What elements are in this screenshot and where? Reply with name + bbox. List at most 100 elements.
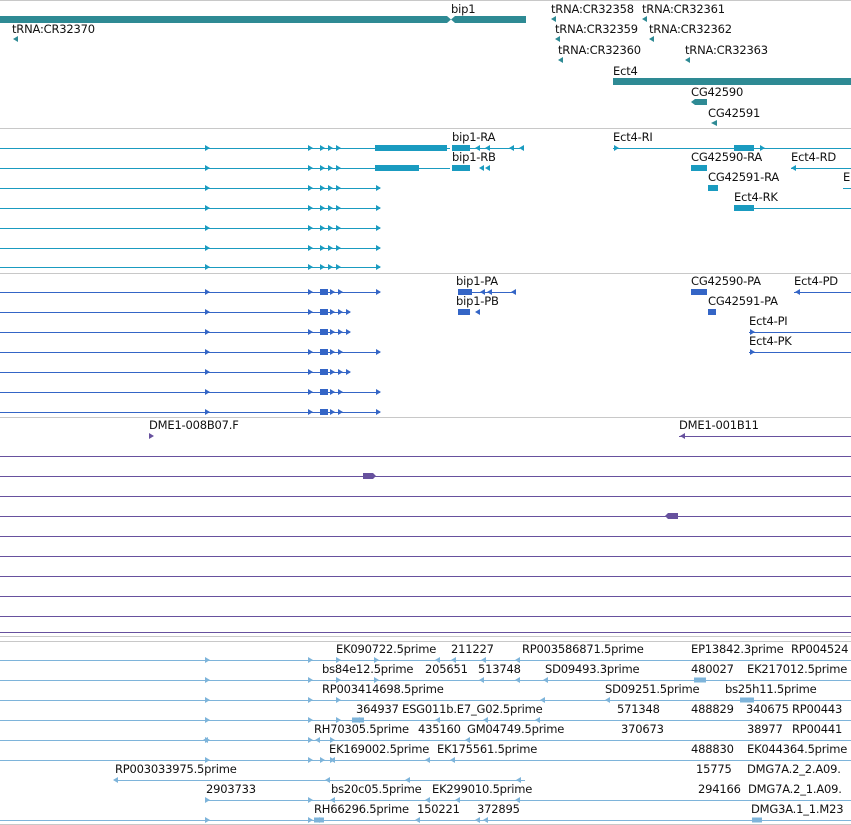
est-label[interactable]: DMG7A.2_2.A09. (747, 762, 841, 776)
est-label[interactable]: GM04749.5prime (467, 722, 565, 736)
transcript-exon-arrow[interactable] (485, 165, 490, 171)
protein-exon-arrow[interactable] (346, 369, 351, 375)
est-label[interactable]: 488829 (691, 702, 734, 716)
gene-cg42590-glyph[interactable] (691, 99, 707, 105)
transcript-exon-arrow[interactable] (791, 165, 796, 171)
trna-cr32362-glyph[interactable] (649, 36, 654, 42)
transcript-exon-arrow[interactable] (336, 225, 341, 231)
transcript-exon-arrow[interactable] (320, 205, 325, 211)
protein-exon-arrow[interactable] (487, 289, 492, 295)
est-arrow[interactable] (374, 657, 379, 663)
transcript-exon-arrow[interactable] (308, 185, 313, 191)
est-arrow[interactable] (336, 717, 341, 723)
transcript-exon-arrow[interactable] (336, 245, 341, 251)
protein-bip1-pb-exon[interactable] (458, 309, 470, 315)
protein-exon-arrow[interactable] (308, 389, 313, 395)
gene-label-cg42590[interactable]: CG42590 (691, 85, 744, 99)
transcript-cg42591-ra-exon[interactable] (708, 185, 718, 191)
transcript-exon-arrow[interactable] (614, 145, 619, 151)
clone-read-end[interactable] (665, 513, 678, 519)
transcript-exon-arrow[interactable] (308, 145, 313, 151)
est-arrow[interactable] (308, 697, 313, 703)
protein-label-bip1-pb[interactable]: bip1-PB (456, 294, 499, 308)
est-arrow[interactable] (435, 657, 440, 663)
clone-dme1-008b07-glyph[interactable] (149, 433, 154, 439)
est-arrow[interactable] (205, 717, 210, 723)
transcript-ect4-exon[interactable] (734, 145, 754, 151)
protein-exon-arrow[interactable] (205, 389, 210, 395)
est-label[interactable]: bs20c05.5prime (331, 782, 422, 796)
transcript-exon-arrow[interactable] (320, 225, 325, 231)
transcript-exon-arrow[interactable] (308, 264, 313, 270)
est-arrow[interactable] (336, 677, 341, 683)
est-label[interactable]: bs25h11.5prime (725, 682, 817, 696)
est-arrow[interactable] (535, 717, 540, 723)
est-arrow[interactable] (205, 817, 210, 823)
protein-exon-arrow[interactable] (338, 329, 343, 335)
est-arrow[interactable] (481, 657, 486, 663)
est-label[interactable]: 150221 (417, 802, 460, 816)
est-block[interactable] (740, 697, 754, 703)
transcript-exon-arrow[interactable] (328, 245, 333, 251)
transcript-exon-arrow[interactable] (509, 145, 514, 151)
est-arrow[interactable] (374, 677, 379, 683)
clone-label-dme1-001b11[interactable]: DME1-001B11 (679, 418, 759, 432)
trna-cr32361-glyph[interactable] (642, 16, 647, 22)
transcript-exon-arrow[interactable] (328, 225, 333, 231)
est-arrow[interactable] (425, 797, 430, 803)
est-arrow[interactable] (479, 677, 484, 683)
est-arrow[interactable] (336, 697, 341, 703)
est-arrow[interactable] (543, 677, 548, 683)
protein-exon-arrow[interactable] (376, 389, 381, 395)
est-label[interactable]: 372895 (477, 802, 520, 816)
protein-exon-arrow[interactable] (205, 309, 210, 315)
est-arrow[interactable] (205, 697, 210, 703)
protein-exon-arrow[interactable] (330, 349, 335, 355)
est-label[interactable]: 364937 (356, 702, 399, 716)
est-label[interactable]: RH66296.5prime (314, 802, 409, 816)
est-label[interactable]: EP13842.3prime (691, 642, 784, 656)
transcript-exon-arrow[interactable] (760, 145, 765, 151)
protein-exon-arrow[interactable] (205, 289, 210, 295)
trna-cr32359-glyph[interactable] (555, 36, 560, 42)
transcript-exon-arrow[interactable] (320, 145, 325, 151)
transcript-exon-arrow[interactable] (376, 245, 381, 251)
protein-exon-arrow[interactable] (795, 289, 800, 295)
transcript-exon-arrow[interactable] (336, 264, 341, 270)
est-label[interactable]: 435160 (418, 722, 461, 736)
est-track[interactable] (0, 657, 851, 823)
est-label[interactable]: 513748 (478, 662, 521, 676)
protein-exon-arrow[interactable] (330, 329, 335, 335)
protein-exon-arrow[interactable] (330, 289, 335, 295)
transcript-exon-arrow[interactable] (308, 165, 313, 171)
est-label[interactable]: RP004524 (791, 642, 849, 656)
protein-exon[interactable] (320, 349, 328, 355)
est-label[interactable]: 488830 (691, 742, 734, 756)
est-arrow[interactable] (205, 797, 210, 803)
est-label[interactable]: SD09493.3prime (545, 662, 640, 676)
transcript-exon-arrow[interactable] (328, 205, 333, 211)
transcript-exon-arrow[interactable] (328, 185, 333, 191)
est-label[interactable]: EK175561.5prime (437, 742, 538, 756)
est-arrow[interactable] (330, 757, 335, 763)
gene-label-trna-cr32362[interactable]: tRNA:CR32362 (649, 22, 732, 36)
est-arrow[interactable] (455, 797, 460, 803)
gene-label-trna-cr32360[interactable]: tRNA:CR32360 (558, 43, 641, 57)
est-arrow[interactable] (450, 757, 455, 763)
protein-exon[interactable] (320, 409, 328, 415)
est-label[interactable]: EK044364.5prime (747, 742, 848, 756)
est-arrow[interactable] (308, 817, 313, 823)
transcript-label-ect4-rd[interactable]: Ect4-RD (791, 150, 837, 164)
est-arrow[interactable] (336, 657, 341, 663)
est-label[interactable]: SD09251.5prime (605, 682, 700, 696)
est-label[interactable]: 15775 (696, 762, 732, 776)
transcript-exon-arrow[interactable] (205, 205, 210, 211)
transcript-ect4-rk-exon[interactable] (734, 205, 754, 211)
gene-bip1-glyph[interactable] (0, 16, 451, 23)
est-label[interactable]: RP003414698.5prime (322, 682, 444, 696)
transcript-exon-arrow[interactable] (205, 225, 210, 231)
protein-label-bip1-pa[interactable]: bip1-PA (456, 274, 498, 288)
clone-dme1-001b11-glyph[interactable] (680, 433, 685, 439)
est-label[interactable]: 370673 (621, 722, 664, 736)
